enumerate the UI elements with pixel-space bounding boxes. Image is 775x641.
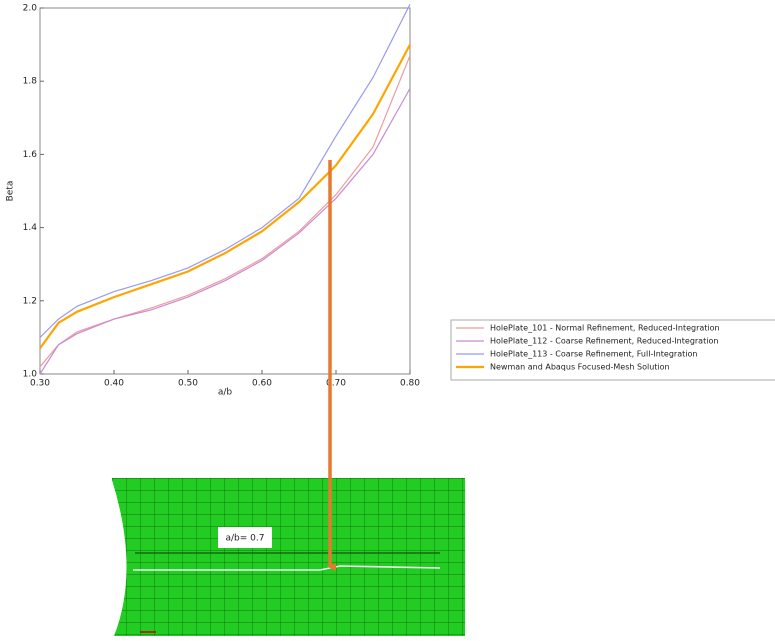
legend: HolePlate_101 - Normal Refinement, Reduc… — [451, 320, 775, 380]
legend-label: HolePlate_113 - Coarse Refinement, Full-… — [490, 350, 697, 359]
x-axis-label: a/b — [218, 388, 233, 398]
mesh — [112, 478, 465, 636]
x-tick-label: 0.50 — [178, 379, 198, 389]
y-axis-label: Beta — [6, 181, 16, 202]
legend-label: Newman and Abaqus Focused-Mesh Solution — [490, 363, 670, 372]
x-tick-label: 0.40 — [104, 379, 124, 389]
legend-label: HolePlate_112 - Coarse Refinement, Reduc… — [490, 337, 718, 346]
y-tick-label: 1.8 — [23, 77, 38, 87]
plot-frame — [40, 8, 410, 374]
mesh-image: a/b= 0.7 — [112, 478, 465, 636]
y-tick-label: 2.0 — [23, 4, 38, 14]
legend-label: HolePlate_101 - Normal Refinement, Reduc… — [490, 324, 720, 333]
x-tick-label: 0.30 — [30, 379, 50, 389]
x-tick-label: 0.80 — [400, 379, 420, 389]
y-tick-label: 1.2 — [23, 296, 37, 306]
figure: a/b Beta 1.01.21.41.61.82.00.300.400.500… — [0, 0, 775, 641]
annotation: a/b= 0.7 — [226, 534, 265, 544]
y-tick-label: 1.4 — [23, 223, 38, 233]
x-tick-label: 0.60 — [252, 379, 272, 389]
y-tick-label: 1.6 — [23, 150, 38, 160]
